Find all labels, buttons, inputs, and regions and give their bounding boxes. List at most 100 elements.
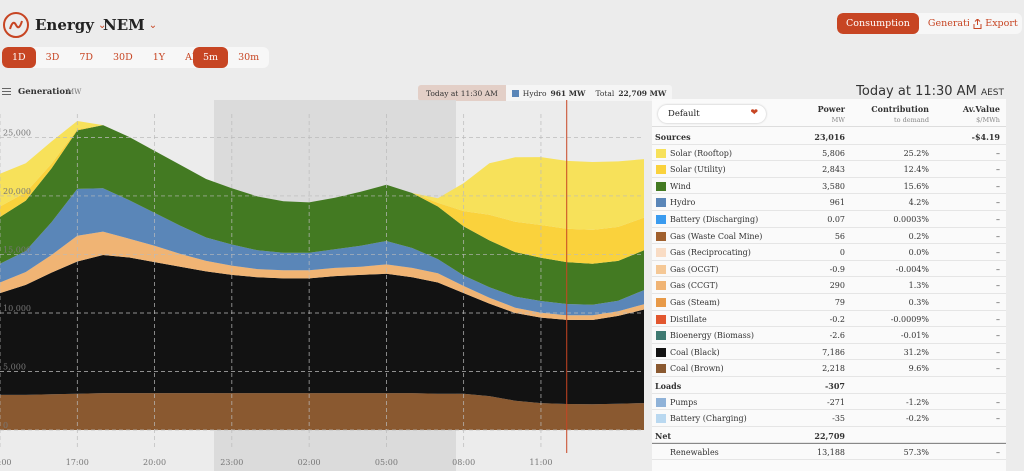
source-row[interactable]: Gas (CCGT) 290 1.3% – xyxy=(652,277,1006,294)
range-button-3d[interactable]: 3D xyxy=(45,52,60,63)
hover-readout: Today at 11:30 AM Hydro 961 MW Total 22,… xyxy=(418,85,673,101)
source-power: 79 xyxy=(834,297,845,307)
load-row[interactable]: Pumps -271 -1.2% – xyxy=(652,394,1006,411)
menu-icon[interactable] xyxy=(2,88,11,95)
stacked-area-chart[interactable]: 25,000 20,000 15,000 10,000 5,000 0 14:00 17:00… xyxy=(0,100,644,471)
x-tick-label: 14:00 xyxy=(0,458,12,467)
renewables-row: Renewables 13,188 57.3% – xyxy=(652,443,1006,460)
range-button-1d[interactable]: 1D xyxy=(2,47,36,68)
consumption-button[interactable]: Consumption xyxy=(837,13,919,34)
load-swatch xyxy=(656,414,666,424)
region-selector[interactable]: Energy ⌄ xyxy=(35,16,106,34)
hover-time: Today at 11:30 AM xyxy=(418,85,506,101)
source-power: 0 xyxy=(839,248,845,258)
source-contribution: 4.2% xyxy=(908,198,929,208)
source-row[interactable]: Wind 3,580 15.6% – xyxy=(652,178,1006,195)
series-area-hydro xyxy=(0,188,644,316)
source-swatch xyxy=(656,231,666,241)
source-swatch xyxy=(656,347,666,357)
load-name: Pumps xyxy=(670,397,698,407)
source-av-value: – xyxy=(996,248,1000,258)
y-tick-label: 10,000 xyxy=(3,304,31,313)
network-selector[interactable]: NEM ⌄ xyxy=(103,16,157,34)
renewables-power: 13,188 xyxy=(817,448,845,458)
chevron-down-icon: ❤ xyxy=(750,108,758,118)
source-swatch xyxy=(656,264,666,274)
hover-series-name: Hydro xyxy=(522,88,547,98)
mode-toggle: Consumption Generation xyxy=(837,13,991,34)
source-row[interactable]: Bioenergy (Biomass) -2.6 -0.01% – xyxy=(652,327,1006,344)
range-selector: 1D 3D 7D 30D 1Y ALL xyxy=(2,47,215,68)
series-area-gas xyxy=(0,231,644,320)
dropdown-value: Default xyxy=(668,109,700,119)
table-header: Default ❤ Power MW Contribution to deman… xyxy=(652,99,1006,127)
source-swatch xyxy=(656,181,666,191)
source-contribution: 0.0% xyxy=(908,248,929,258)
source-name: Solar (Rooftop) xyxy=(670,148,733,158)
source-name: Gas (OCGT) xyxy=(670,264,719,274)
source-row[interactable]: Hydro 961 4.2% – xyxy=(652,194,1006,211)
source-name: Bioenergy (Biomass) xyxy=(670,331,754,341)
source-row[interactable]: Gas (Steam) 79 0.3% – xyxy=(652,294,1006,311)
load-row[interactable]: Battery (Charging) -35 -0.2% – xyxy=(652,410,1006,427)
source-row[interactable]: Solar (Rooftop) 5,806 25.2% – xyxy=(652,145,1006,162)
range-button-30d[interactable]: 30D xyxy=(113,52,133,63)
share-icon xyxy=(973,18,982,29)
source-name: Distillate xyxy=(670,314,707,324)
source-name: Battery (Discharging) xyxy=(670,214,759,224)
renewables-label: Renewables xyxy=(670,448,719,458)
source-av-value: – xyxy=(996,364,1000,374)
load-contribution: -0.2% xyxy=(905,414,929,424)
generation-chart[interactable]: 25,000 20,000 15,000 10,000 5,000 0 14:00 17:00… xyxy=(0,100,644,471)
source-row[interactable]: Gas (Reciprocating) 0 0.0% – xyxy=(652,244,1006,261)
source-row[interactable]: Battery (Discharging) 0.07 0.0003% – xyxy=(652,211,1006,228)
source-av-value: – xyxy=(996,181,1000,191)
source-name: Gas (Steam) xyxy=(670,297,720,307)
source-row[interactable]: Coal (Brown) 2,218 9.6% – xyxy=(652,360,1006,377)
col-contribution[interactable]: Contribution to demand xyxy=(871,104,929,124)
col-power[interactable]: Power MW xyxy=(818,104,845,124)
chart-title: Generation xyxy=(18,87,72,97)
export-button[interactable]: Export xyxy=(969,13,1022,34)
source-row[interactable]: Solar (Utility) 2,843 12.4% – xyxy=(652,161,1006,178)
source-row[interactable]: Gas (Waste Coal Mine) 56 0.2% – xyxy=(652,228,1006,245)
table-title-tz: AEST xyxy=(980,88,1004,98)
source-contribution: 0.2% xyxy=(908,231,929,241)
interval-button-5m[interactable]: 5m xyxy=(193,47,229,68)
source-av-value: – xyxy=(996,148,1000,158)
source-row[interactable]: Coal (Black) 7,186 31.2% – xyxy=(652,344,1006,361)
loads-row: Loads -307 xyxy=(652,377,1006,394)
source-power: 56 xyxy=(834,231,845,241)
source-contribution: 15.6% xyxy=(903,181,929,191)
source-swatch xyxy=(656,148,666,158)
range-button-1y[interactable]: 1Y xyxy=(152,52,166,63)
y-tick-label: 5,000 xyxy=(3,362,26,371)
y-tick-label: 0 xyxy=(3,421,8,430)
col-av-unit: $/MWh xyxy=(976,116,1000,124)
x-tick-label: 23:00 xyxy=(220,458,243,467)
source-power: 290 xyxy=(829,281,845,291)
range-button-7d[interactable]: 7D xyxy=(79,52,94,63)
generation-button[interactable]: Generation xyxy=(927,18,982,29)
series-area-coal-brown xyxy=(0,393,644,430)
source-contribution: 25.2% xyxy=(903,148,929,158)
renewables-contrib: 57.3% xyxy=(903,448,929,458)
logo[interactable] xyxy=(3,12,29,38)
grouping-dropdown[interactable]: Default ❤ xyxy=(658,105,766,123)
source-row[interactable]: Distillate -0.2 -0.0009% – xyxy=(652,311,1006,328)
interval-selector: 5m 30m xyxy=(193,47,270,68)
hydro-swatch xyxy=(511,89,519,97)
sources-label: Sources xyxy=(655,132,691,142)
source-power: -0.2 xyxy=(829,314,845,324)
net-label: Net xyxy=(655,430,672,441)
x-tick-label: 11:00 xyxy=(529,458,552,467)
source-swatch xyxy=(656,198,666,208)
interval-button-30m[interactable]: 30m xyxy=(238,52,260,63)
source-contribution: 9.6% xyxy=(908,364,929,374)
series-area-solar-rooftop xyxy=(0,121,644,230)
chevron-down-icon: ⌄ xyxy=(98,19,107,31)
source-swatch xyxy=(656,364,666,374)
source-power: -0.9 xyxy=(829,264,845,274)
source-row[interactable]: Gas (OCGT) -0.9 -0.004% – xyxy=(652,261,1006,278)
col-av-value[interactable]: Av.Value $/MWh xyxy=(963,104,1000,124)
